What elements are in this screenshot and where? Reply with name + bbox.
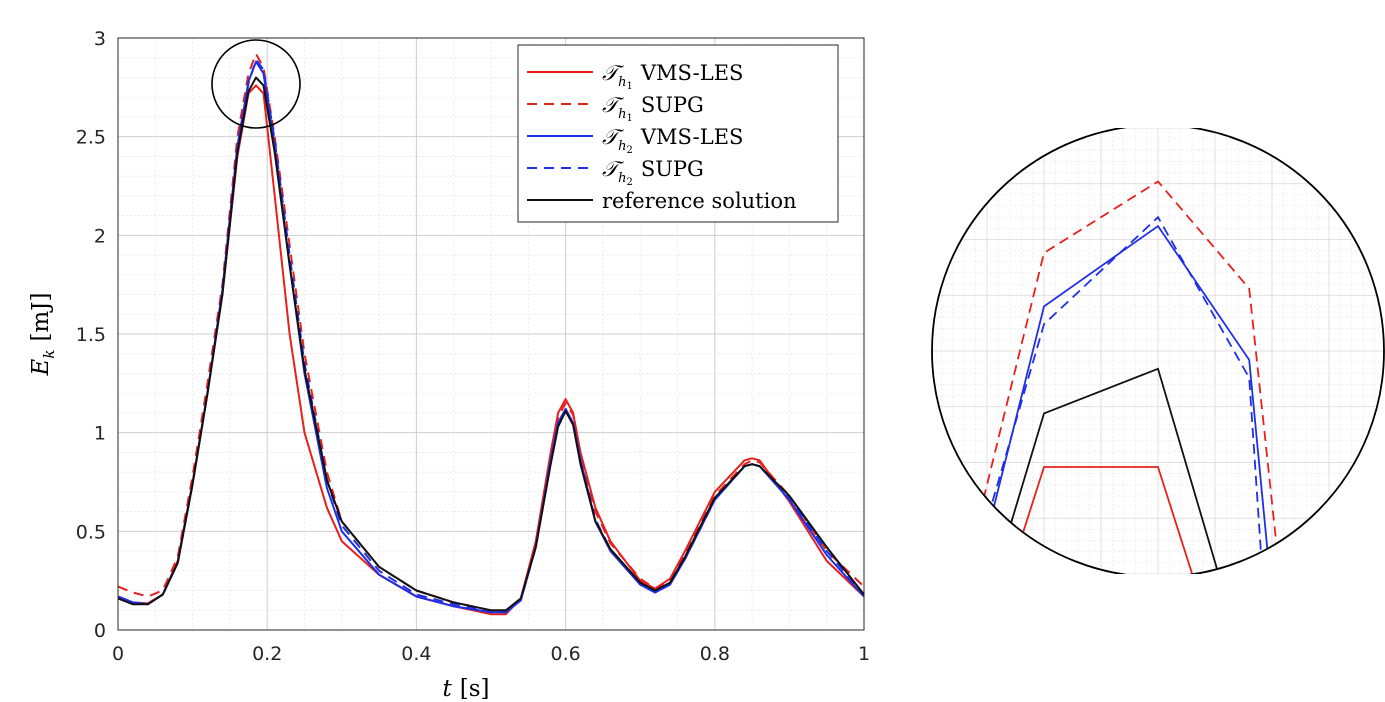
legend-item: 𝒯h1SUPG [527,93,704,124]
x-tick-label: 0.2 [252,643,282,665]
inset-border [931,128,1385,574]
y-axis-label: Ek[mJ] [28,293,58,377]
legend: 𝒯h1VMS-LES 𝒯h1SUPG 𝒯h2VMS-LES 𝒯h2SUPG re… [517,44,839,223]
x-tick-labels: 0 0.2 0.4 0.6 0.8 1 [112,643,870,665]
legend-label: 𝒯h1VMS-LES [602,61,743,92]
y-tick-label: 2.5 [76,127,106,149]
y-tick-label: 3 [94,28,106,50]
zoom-indicator-circle [211,39,301,129]
y-tick-label: 2 [94,225,106,247]
main-chart: 0 0.2 0.4 0.6 0.8 1 0 0.5 1 1.5 2 2.5 3 t [s] Ek[mJ]… [28,28,870,702]
inset-series-line-t-h1-supg [932,180,1296,574]
legend-label: 𝒯h1SUPG [602,93,704,124]
series-group [117,52,865,616]
series-line-reference-solution [117,76,865,612]
x-tick-label: 1 [858,643,870,665]
zoom-inset [931,128,1385,574]
legend-box [517,44,839,223]
x-tick-label: 0.4 [401,643,431,665]
inset-series-line-t-h1-vms-les [963,466,1239,574]
y-tick-label: 0.5 [76,521,106,543]
x-tick-label: 0.6 [550,643,580,665]
inset-series-line-t-h2-vms-les [940,224,1285,574]
legend-label: reference solution [602,189,797,213]
legend-item: 𝒯h1VMS-LES [527,61,743,92]
y-tick-label: 1.5 [76,324,106,346]
y-tick-labels: 0 0.5 1 1.5 2 2.5 3 [76,28,106,642]
plot-frame [117,37,865,631]
y-tick-label: 0 [94,620,106,642]
x-tick-label: 0 [112,643,124,665]
inset-series-line-t-h2-supg [932,215,1273,574]
x-axis-label: t [s] [443,676,490,702]
x-tick-label: 0.8 [700,643,730,665]
legend-item: reference solution [527,189,797,213]
y-tick-label: 1 [94,423,106,445]
